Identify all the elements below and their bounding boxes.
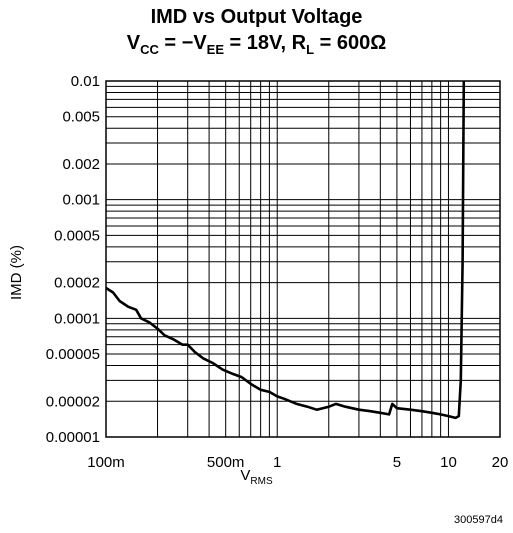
x-tick-label: 20 <box>492 454 509 471</box>
y-tick-label: 0.005 <box>62 109 100 126</box>
chart-title: IMD vs Output Voltage <box>150 6 363 28</box>
x-axis-label-main: V <box>240 467 251 484</box>
grid-lines <box>106 81 500 437</box>
x-axis-label-sub: RMS <box>250 476 273 487</box>
x-tick-label: 500m <box>207 454 245 471</box>
y-tick-label: 0.0001 <box>54 310 100 327</box>
subtitle-ee: EE <box>206 42 224 57</box>
y-tick-label: 0.00005 <box>46 346 100 363</box>
x-tick-labels: 100m 500m 1 5 10 20 <box>87 454 508 471</box>
subtitle-tail: = 600Ω <box>314 32 387 54</box>
figure-id: 300597d4 <box>454 514 503 526</box>
y-tick-label: 0.00001 <box>46 429 100 446</box>
x-tick-label: 1 <box>273 454 281 471</box>
y-tick-labels: 0.01 0.005 0.002 0.001 0.0005 0.0002 0.0001 0.0… <box>46 73 100 446</box>
subtitle-l: L <box>306 42 315 57</box>
plot-frame <box>105 80 501 438</box>
x-tick-label: 100m <box>87 454 125 471</box>
chart-subtitle: VCC = −VEE = 18V, RL = 600Ω <box>0 32 513 57</box>
x-tick-label: 5 <box>393 454 401 471</box>
y-tick-label: 0.002 <box>62 156 100 173</box>
subtitle-mid2: = 18V, R <box>224 32 307 54</box>
x-tick-label: 10 <box>440 454 457 471</box>
imd-curve <box>105 80 466 420</box>
subtitle-cc: CC <box>140 42 159 57</box>
y-axis-label: IMD (%) <box>8 245 25 300</box>
subtitle-v: V <box>126 32 141 54</box>
subtitle-mid1: = −V <box>158 32 207 54</box>
y-tick-label: 0.001 <box>62 192 100 209</box>
y-tick-label: 0.0005 <box>54 227 100 244</box>
y-tick-label: 0.01 <box>71 73 100 90</box>
y-tick-label: 0.0002 <box>54 275 100 292</box>
x-axis-label: VRMS <box>0 467 513 487</box>
y-tick-label: 0.00002 <box>46 393 100 410</box>
